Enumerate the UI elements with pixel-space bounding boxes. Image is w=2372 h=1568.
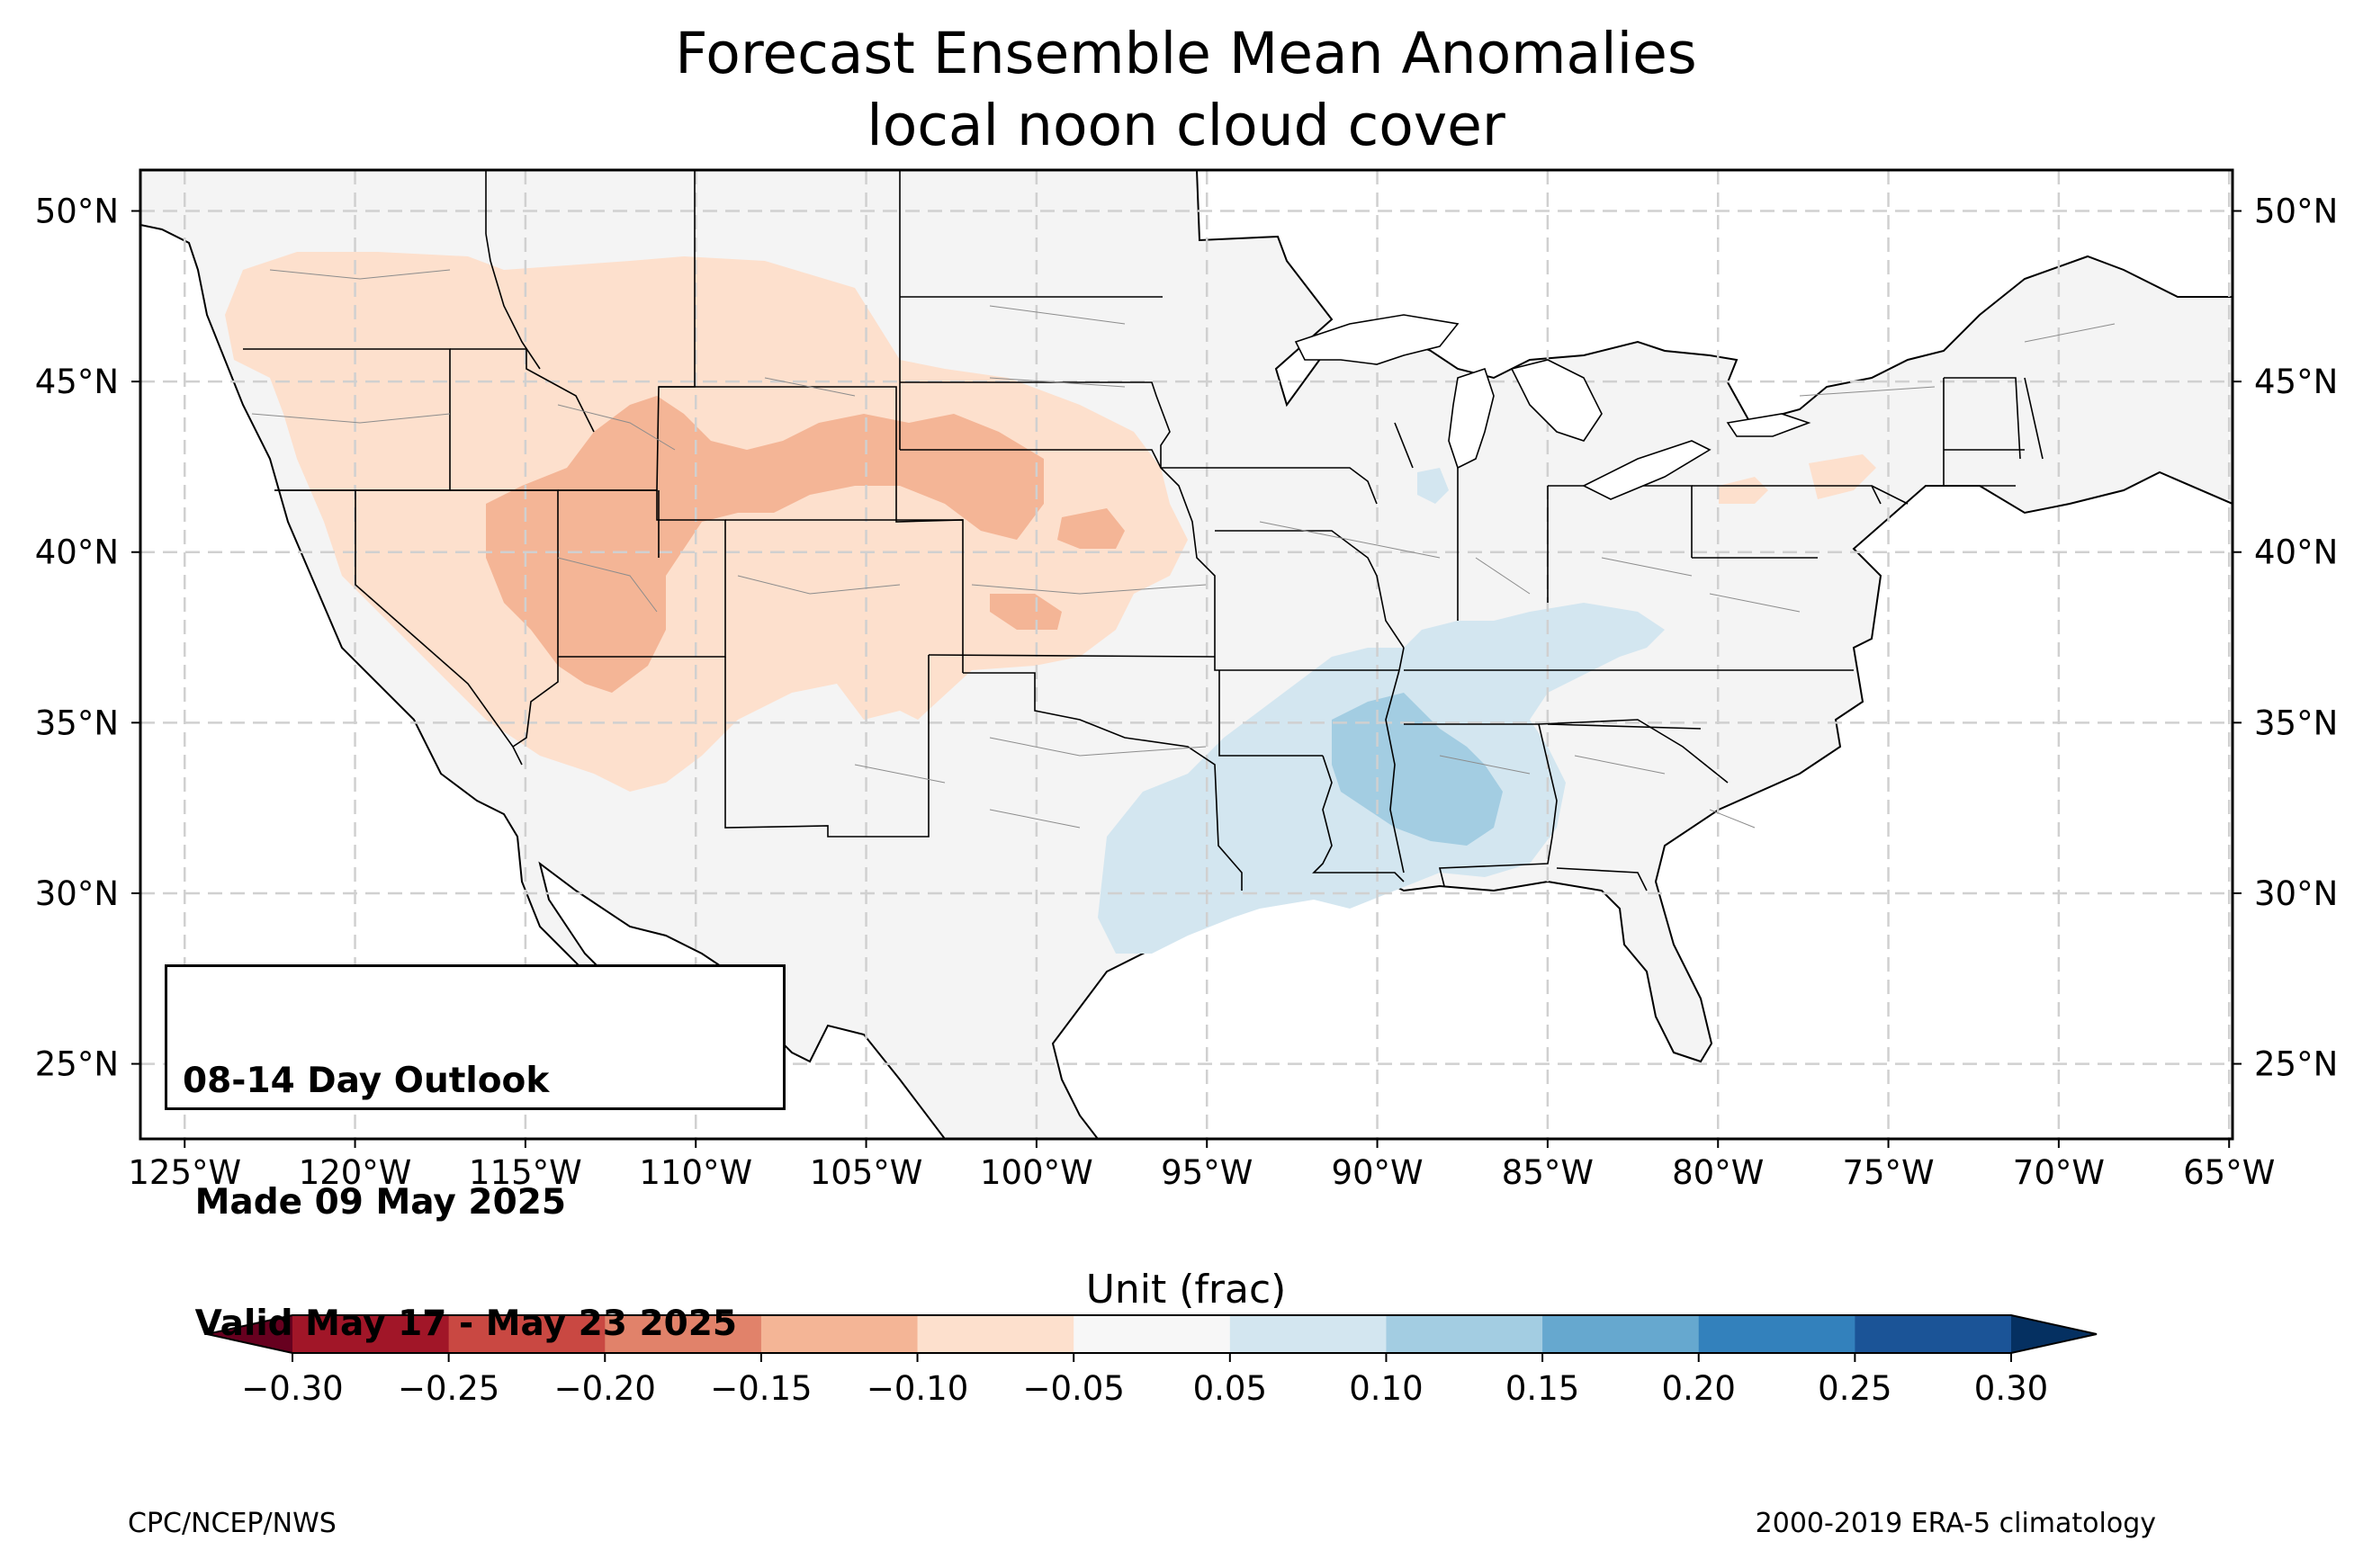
lon-tick-label: 95°W	[1161, 1153, 1253, 1192]
anomaly-region-orange-medium	[486, 396, 1044, 693]
colorbar-segment	[760, 1315, 919, 1353]
lat-tick-label-left: 40°N	[35, 533, 119, 572]
lat-tick-label-left: 45°N	[35, 363, 119, 401]
colorbar-tick-label: 0.10	[1349, 1369, 1423, 1408]
colorbar: −0.30 −0.25 −0.20 −0.15 −0.10 −0.05 0.05 0.10 0.…	[206, 1314, 2098, 1408]
positive-anomaly-shading	[1098, 468, 1665, 954]
axis-ticks: 125°W 120°W 115°W 110°W 105°W 100°W 95°W 90°W 85…	[35, 193, 2339, 1192]
state-borders	[243, 170, 2044, 892]
colorbar-segment	[1229, 1315, 1387, 1353]
colorbar-tick-label: −0.20	[554, 1369, 656, 1408]
lat-tick-label-left: 35°N	[35, 703, 119, 742]
lon-tick-label: 110°W	[639, 1153, 752, 1192]
anomaly-region-nebraska-medium	[1057, 508, 1125, 549]
colorbar-segment	[448, 1315, 606, 1353]
colorbar-segment	[1855, 1315, 2012, 1353]
lat-tick-label-right: 35°N	[2254, 703, 2338, 742]
climatology-note: 2000-2019 ERA-5 climatology	[1755, 1508, 2156, 1539]
anomaly-region-ny-light	[1809, 454, 1876, 499]
anomaly-region-blue-medium	[1332, 693, 1503, 846]
colorbar-over-extension	[2011, 1315, 2097, 1353]
outlook-info-box: 08-14 Day Outlook Made 09 May 2025 Valid…	[165, 964, 786, 1344]
lat-tick-label-right: 30°N	[2254, 874, 2338, 913]
lat-tick-label-right: 50°N	[2254, 193, 2338, 231]
great-lakes	[1294, 314, 1811, 500]
anomaly-region-iowa-light	[1417, 468, 1449, 504]
map-frame	[139, 168, 2234, 1141]
colorbar-segment	[917, 1315, 1074, 1353]
colorbar-tick-label: 0.25	[1818, 1369, 1891, 1408]
colorbar-tick-label: −0.25	[398, 1369, 499, 1408]
map-subtitle: local noon cloud cover	[867, 93, 1505, 158]
outlook-valid-dates: Valid May 17 - May 23 2025	[183, 1304, 738, 1344]
lake-ontario	[1726, 413, 1811, 437]
colorbar-segment	[292, 1315, 450, 1353]
source-credit: CPC/NCEP/NWS	[128, 1508, 337, 1539]
lon-tick-label: 65°W	[2183, 1153, 2275, 1192]
anomaly-region-orange-light	[225, 252, 1188, 792]
lon-tick-label: 80°W	[1672, 1153, 1764, 1192]
lat-tick-label-right: 45°N	[2254, 363, 2338, 401]
lat-tick-label-left: 30°N	[35, 874, 119, 913]
colorbar-tick-label: −0.05	[1022, 1369, 1124, 1408]
lon-tick-label: 70°W	[2013, 1153, 2105, 1192]
outlook-made-date: Made 09 May 2025	[183, 1182, 566, 1223]
lon-tick-label: 115°W	[469, 1153, 582, 1192]
lon-tick-label: 120°W	[299, 1153, 412, 1192]
colorbar-segment	[1386, 1315, 1543, 1353]
colorbar-tick-label: −0.10	[867, 1369, 968, 1408]
anomaly-region-pa-light	[1719, 477, 1768, 504]
lake-erie	[1582, 440, 1712, 500]
lon-tick-label: 85°W	[1502, 1153, 1594, 1192]
lat-tick-label-right: 25°N	[2254, 1045, 2338, 1084]
lake-michigan	[1448, 367, 1495, 470]
lat-tick-label-left: 25°N	[35, 1045, 119, 1084]
colorbar-tick-label: 0.20	[1662, 1369, 1736, 1408]
map-title: Forecast Ensemble Mean Anomalies	[675, 21, 1697, 86]
colorbar-segment	[1074, 1315, 1231, 1353]
anomaly-region-kansas-medium	[990, 594, 1062, 630]
outlook-period: 08-14 Day Outlook	[183, 1061, 550, 1101]
negative-anomaly-shading	[225, 252, 1876, 792]
colorbar-segment	[1698, 1315, 1855, 1353]
lon-tick-label: 90°W	[1331, 1153, 1423, 1192]
lat-tick-label-left: 50°N	[35, 193, 119, 231]
lake-huron	[1510, 359, 1603, 442]
lon-tick-label: 100°W	[980, 1153, 1093, 1192]
colorbar-under-extension	[207, 1315, 292, 1353]
colorbar-segment	[1542, 1315, 1700, 1353]
lon-tick-label: 105°W	[810, 1153, 923, 1192]
climate-division-lines	[251, 269, 2116, 829]
lon-tick-label: 75°W	[1842, 1153, 1934, 1192]
colorbar-tick-label: −0.30	[241, 1369, 343, 1408]
colorbar-segment	[605, 1315, 762, 1353]
lake-superior	[1294, 314, 1460, 365]
colorbar-tick-label: 0.05	[1193, 1369, 1267, 1408]
colorbar-tick-label: 0.30	[1974, 1369, 2048, 1408]
colorbar-tick-label: 0.15	[1505, 1369, 1579, 1408]
colorbar-label: Unit (frac)	[1085, 1267, 1287, 1313]
gridlines	[140, 170, 2233, 1139]
lat-tick-label-right: 40°N	[2254, 533, 2338, 572]
lon-tick-label: 125°W	[128, 1153, 241, 1192]
colorbar-tick-label: −0.15	[710, 1369, 812, 1408]
